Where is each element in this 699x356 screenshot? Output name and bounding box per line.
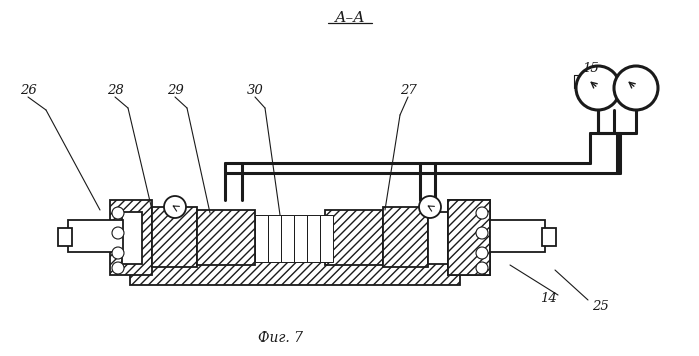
Bar: [281, 215, 294, 262]
Bar: [68, 220, 123, 252]
Text: 28: 28: [107, 84, 124, 96]
Bar: [197, 210, 255, 265]
Circle shape: [112, 207, 124, 219]
Bar: [110, 200, 152, 275]
Circle shape: [476, 262, 488, 274]
Circle shape: [112, 262, 124, 274]
Text: 14: 14: [540, 292, 556, 304]
Bar: [428, 212, 448, 264]
Text: Фиг. 7: Фиг. 7: [257, 331, 303, 345]
Text: 27: 27: [400, 84, 417, 96]
Bar: [325, 210, 383, 265]
Bar: [448, 200, 490, 275]
Bar: [448, 200, 490, 275]
Text: 29: 29: [166, 84, 183, 96]
Bar: [490, 220, 545, 252]
Bar: [152, 207, 197, 267]
Circle shape: [576, 66, 620, 110]
Bar: [268, 215, 281, 262]
Text: 25: 25: [591, 299, 608, 313]
Text: 15: 15: [582, 62, 598, 74]
Bar: [383, 207, 428, 267]
Bar: [542, 228, 556, 246]
Circle shape: [476, 247, 488, 259]
Text: 26: 26: [20, 84, 36, 96]
Bar: [130, 255, 460, 285]
Bar: [307, 215, 320, 262]
Circle shape: [614, 66, 658, 110]
Bar: [294, 215, 307, 262]
Bar: [58, 228, 72, 246]
Circle shape: [419, 196, 441, 218]
Bar: [255, 215, 268, 262]
Bar: [122, 212, 142, 264]
Text: А–А: А–А: [335, 11, 366, 25]
Bar: [320, 215, 333, 262]
Text: 30: 30: [247, 84, 264, 96]
Circle shape: [112, 247, 124, 259]
Circle shape: [164, 196, 186, 218]
Circle shape: [112, 227, 124, 239]
Circle shape: [476, 207, 488, 219]
Circle shape: [476, 227, 488, 239]
